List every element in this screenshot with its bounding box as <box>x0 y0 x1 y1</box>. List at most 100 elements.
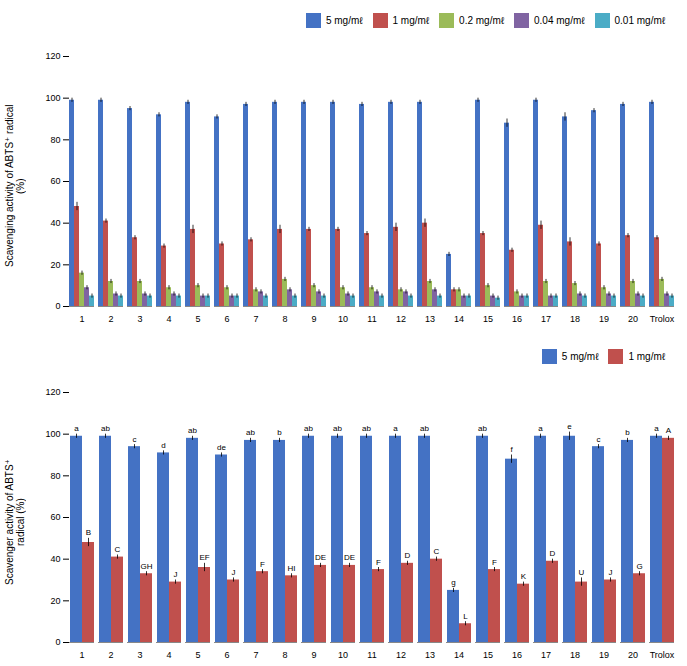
svg-text:2: 2 <box>108 314 113 324</box>
svg-text:8: 8 <box>282 650 287 660</box>
svg-text:19: 19 <box>599 314 609 324</box>
svg-text:f: f <box>510 445 513 454</box>
svg-text:b: b <box>277 428 282 437</box>
svg-text:0: 0 <box>55 301 60 311</box>
svg-text:EF: EF <box>199 553 209 562</box>
svg-text:120: 120 <box>45 51 60 61</box>
svg-text:6: 6 <box>224 314 229 324</box>
svg-text:F: F <box>260 560 265 569</box>
svg-text:ab: ab <box>362 424 371 433</box>
svg-text:100: 100 <box>45 93 60 103</box>
svg-text:17: 17 <box>541 314 551 324</box>
svg-text:7: 7 <box>253 314 258 324</box>
svg-text:c: c <box>133 435 137 444</box>
svg-text:19: 19 <box>599 650 609 660</box>
svg-text:K: K <box>521 572 527 581</box>
svg-text:13: 13 <box>425 650 435 660</box>
svg-text:4: 4 <box>166 650 171 660</box>
svg-text:10: 10 <box>338 314 348 324</box>
svg-text:D: D <box>550 549 556 558</box>
svg-text:ab: ab <box>333 424 342 433</box>
svg-text:16: 16 <box>512 650 522 660</box>
html-text:Scavenger activity of ABTS⁺ ra: Scavenger activity of ABTS⁺ radical (%) <box>4 459 26 585</box>
svg-text:11: 11 <box>367 650 376 660</box>
svg-text:C: C <box>434 547 440 556</box>
svg-text:c: c <box>597 435 601 444</box>
svg-text:J: J <box>174 570 178 579</box>
svg-text:J: J <box>609 568 613 577</box>
svg-text:F: F <box>376 558 381 567</box>
html-text:Scavenging activity of ABTS⁺ r: Scavenging activity of ABTS⁺ radical (%) <box>4 104 26 268</box>
svg-text:1: 1 <box>79 314 84 324</box>
svg-text:15: 15 <box>483 314 493 324</box>
svg-text:11: 11 <box>367 314 376 324</box>
svg-text:HI: HI <box>288 564 296 573</box>
svg-text:100: 100 <box>45 429 60 439</box>
svg-text:U: U <box>579 568 585 577</box>
svg-text:ab: ab <box>101 424 110 433</box>
svg-text:5: 5 <box>195 314 200 324</box>
svg-text:DE: DE <box>315 553 326 562</box>
svg-text:12: 12 <box>396 650 406 660</box>
svg-text:a: a <box>654 424 659 433</box>
svg-text:Trolox: Trolox <box>650 314 675 324</box>
svg-text:13: 13 <box>425 314 435 324</box>
svg-text:16: 16 <box>512 314 522 324</box>
svg-text:ab: ab <box>420 424 429 433</box>
svg-text:20: 20 <box>628 650 638 660</box>
svg-text:de: de <box>217 443 226 452</box>
svg-text:20: 20 <box>50 596 60 606</box>
svg-text:a: a <box>393 424 398 433</box>
svg-text:9: 9 <box>311 314 316 324</box>
svg-text:g: g <box>451 578 455 587</box>
svg-text:J: J <box>232 568 236 577</box>
svg-text:a: a <box>538 424 543 433</box>
svg-text:2: 2 <box>108 650 113 660</box>
svg-text:60: 60 <box>50 176 60 186</box>
svg-text:18: 18 <box>570 314 580 324</box>
svg-text:ab: ab <box>188 426 197 435</box>
svg-text:14: 14 <box>454 314 464 324</box>
svg-text:ab: ab <box>304 424 313 433</box>
svg-text:80: 80 <box>50 135 60 145</box>
svg-text:L: L <box>463 612 468 621</box>
svg-text:12: 12 <box>396 314 406 324</box>
svg-text:Trolox: Trolox <box>650 650 675 660</box>
svg-text:17: 17 <box>541 650 551 660</box>
svg-text:80: 80 <box>50 471 60 481</box>
svg-text:ab: ab <box>246 428 255 437</box>
svg-text:120: 120 <box>45 387 60 397</box>
svg-text:15: 15 <box>483 650 493 660</box>
svg-text:d: d <box>161 441 165 450</box>
svg-text:20: 20 <box>628 314 638 324</box>
svg-text:4: 4 <box>166 314 171 324</box>
svg-text:10: 10 <box>338 650 348 660</box>
svg-text:8: 8 <box>282 314 287 324</box>
svg-text:DE: DE <box>344 553 355 562</box>
svg-text:e: e <box>567 422 572 431</box>
svg-text:0: 0 <box>55 637 60 647</box>
svg-text:3: 3 <box>137 314 142 324</box>
svg-text:40: 40 <box>50 218 60 228</box>
svg-text:7: 7 <box>253 650 258 660</box>
svg-text:14: 14 <box>454 650 464 660</box>
svg-text:D: D <box>405 551 411 560</box>
svg-text:9: 9 <box>311 650 316 660</box>
svg-text:ab: ab <box>478 424 487 433</box>
svg-text:B: B <box>86 528 91 537</box>
svg-text:6: 6 <box>224 650 229 660</box>
svg-text:C: C <box>115 545 121 554</box>
svg-text:3: 3 <box>137 650 142 660</box>
svg-text:GH: GH <box>141 562 153 571</box>
svg-text:G: G <box>636 562 642 571</box>
svg-text:b: b <box>625 428 630 437</box>
svg-text:A: A <box>666 426 672 435</box>
svg-text:20: 20 <box>50 260 60 270</box>
svg-text:F: F <box>492 558 497 567</box>
svg-text:1: 1 <box>79 650 84 660</box>
svg-text:60: 60 <box>50 512 60 522</box>
svg-text:a: a <box>74 424 79 433</box>
svg-text:18: 18 <box>570 650 580 660</box>
svg-text:5: 5 <box>195 650 200 660</box>
svg-text:40: 40 <box>50 554 60 564</box>
